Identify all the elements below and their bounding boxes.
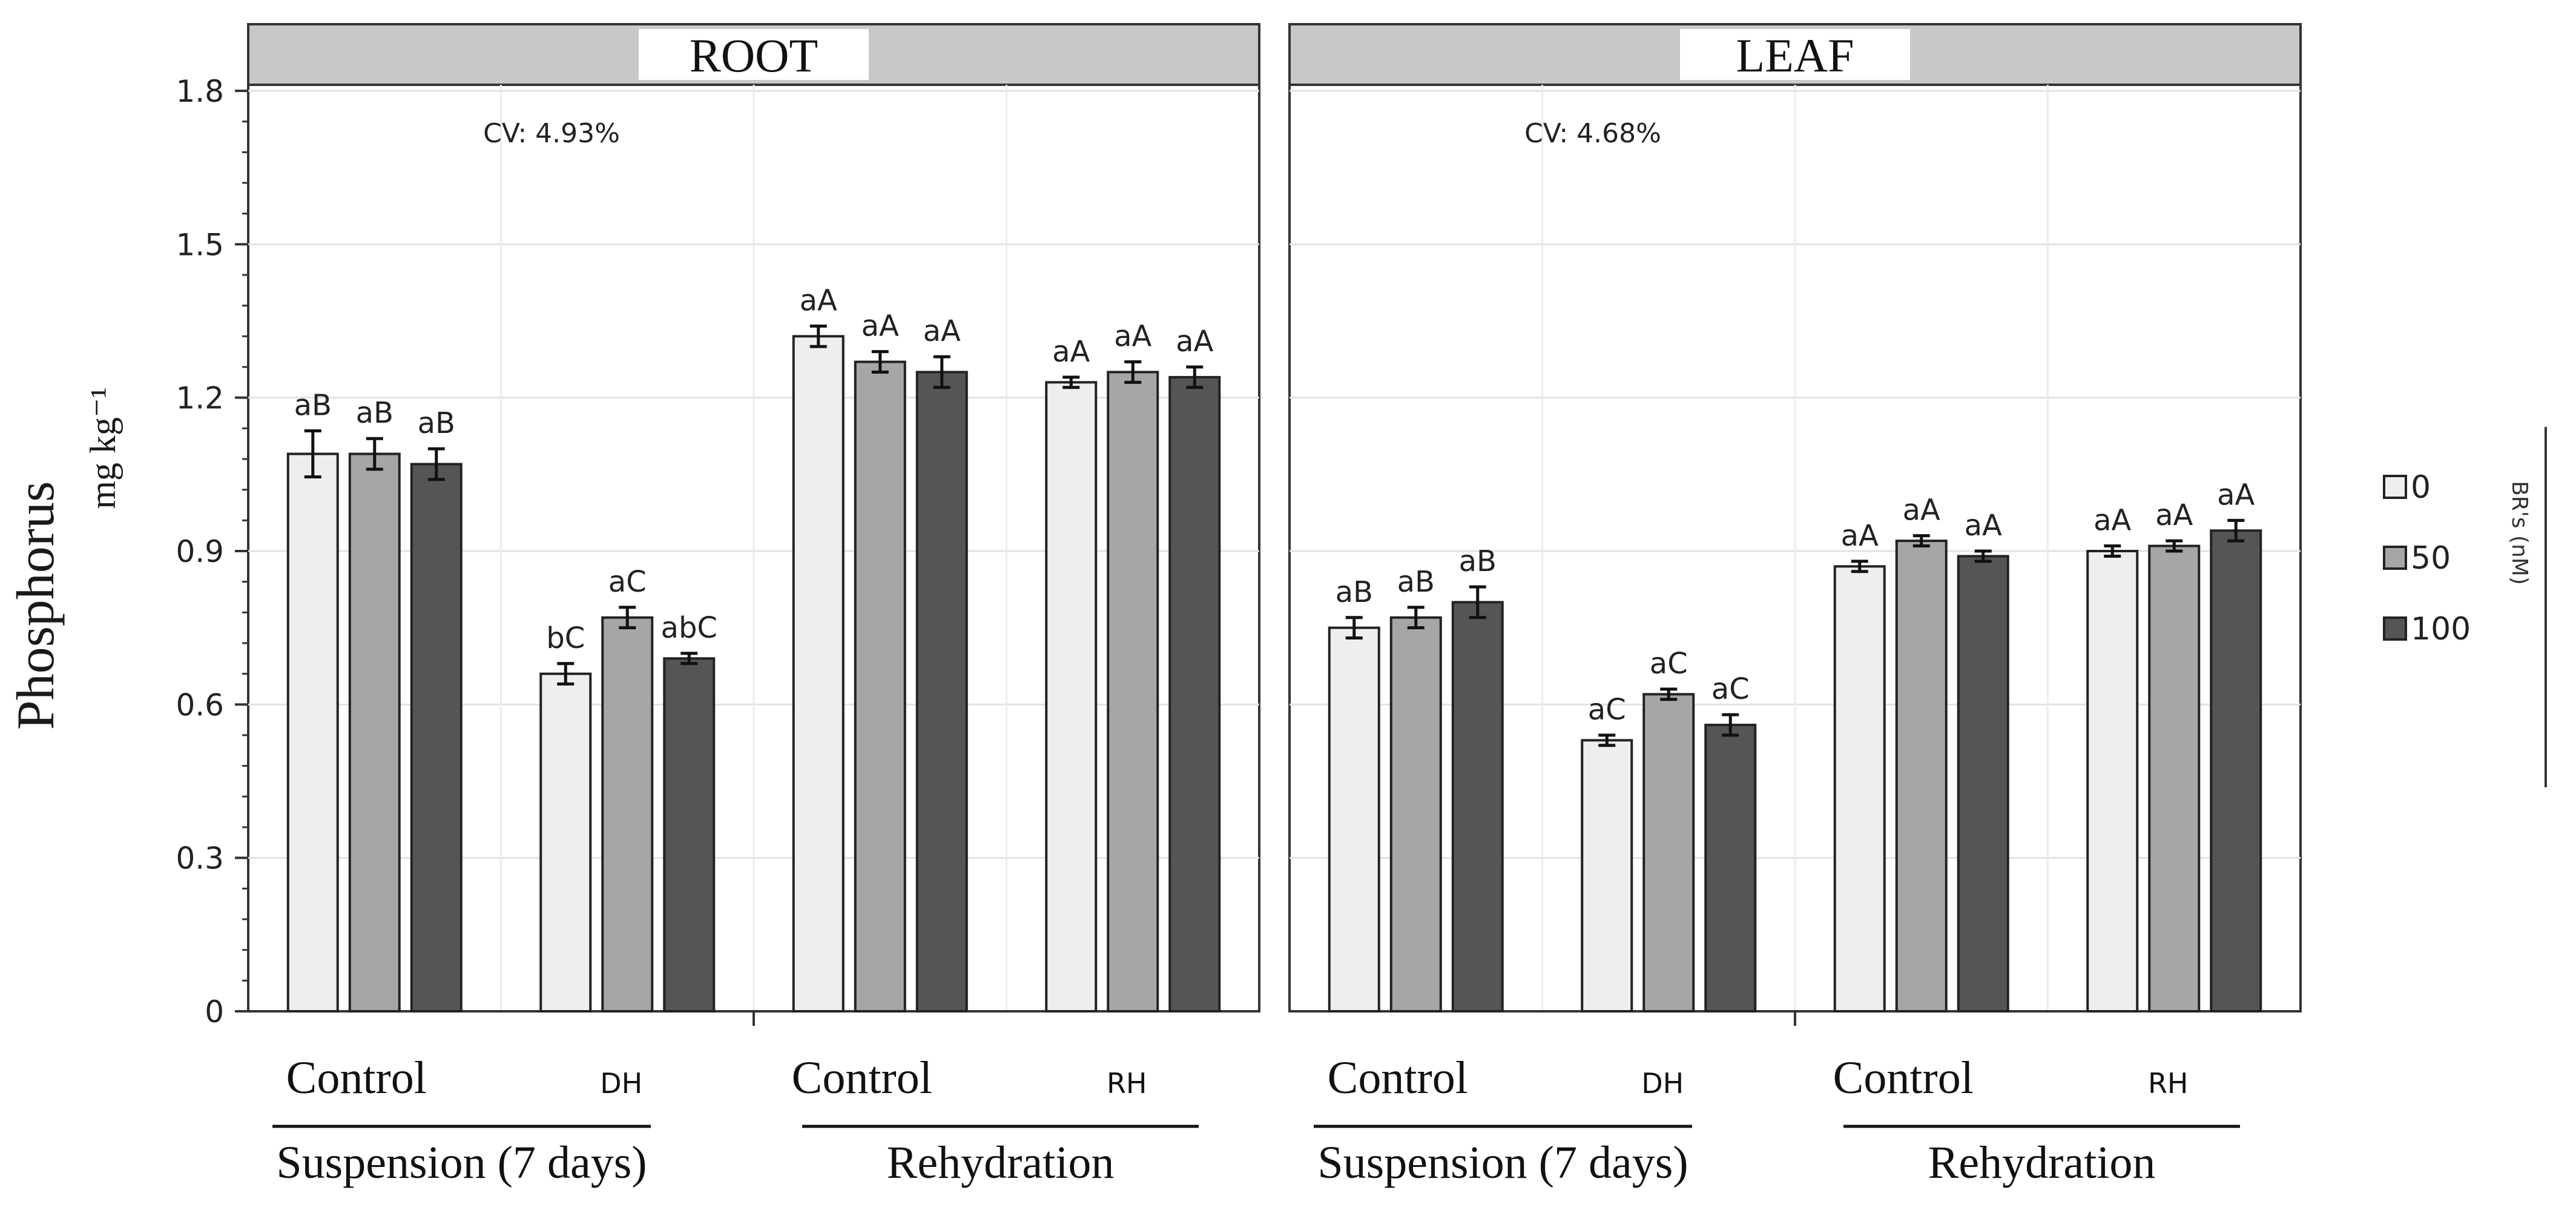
bar-root-0-50 (348, 452, 401, 1013)
significance-label: aC (608, 565, 647, 599)
y-tick-label: 0 (205, 994, 224, 1029)
group-label: Suspension (7 days) (1317, 1137, 1688, 1188)
panels-layer: ROOT 0 0.3 0.6 0.9 1.2 1.5 1.8 CV: 4.93% aB aB aB bC… (176, 23, 2302, 1188)
x-category-label: RH (1107, 1067, 1147, 1100)
x-category-label: Control (792, 1052, 932, 1103)
panel-leaf: LEAF CV: 4.68% aB aB aB aC aC aC aA aA aA aA aA aA Con… (1288, 23, 2302, 1188)
x-category-label: RH (2148, 1067, 2189, 1100)
significance-label: aB (1397, 565, 1435, 599)
legend-swatch-100 (2383, 616, 2407, 641)
legend-label-0: 0 (2411, 469, 2431, 506)
significance-label: aA (800, 283, 837, 317)
bar-root-3-50 (1107, 371, 1159, 1013)
bar-root-2-0 (792, 335, 845, 1013)
bar-root-1-50 (601, 616, 654, 1013)
bar-root-2-50 (854, 360, 906, 1013)
significance-label: aB (294, 389, 332, 423)
panel-title-box (1680, 29, 1910, 80)
significance-label: aA (2155, 498, 2193, 532)
significance-label: aA (1841, 519, 1879, 553)
y-axis-title: Phosphorus (7, 481, 65, 730)
bar-leaf-2-100 (1957, 555, 2009, 1013)
bar-leaf-1-50 (1642, 693, 1695, 1013)
group-label: Rehydration (887, 1137, 1115, 1188)
cv-annotation: CV: 4.68% (1524, 118, 1661, 149)
legend-title: BR's (nM) (2507, 481, 2532, 585)
bar-leaf-3-0 (2086, 550, 2139, 1013)
significance-label: aA (1176, 325, 1213, 358)
significance-label: abC (661, 611, 717, 645)
bar-leaf-3-50 (2148, 544, 2201, 1013)
y-tick-label: 1.2 (176, 381, 224, 416)
bar-leaf-3-100 (2210, 529, 2262, 1013)
bar-leaf-2-0 (1833, 565, 1886, 1013)
bar-leaf-1-0 (1581, 739, 1633, 1013)
legend: 0 50 100 BR's (nM) (2383, 427, 2547, 787)
bar-leaf-0-0 (1328, 626, 1380, 1013)
legend-label-100: 100 (2411, 611, 2471, 647)
bar-root-1-0 (539, 672, 592, 1013)
bar-leaf-2-50 (1895, 540, 1948, 1013)
significance-label: aB (1459, 544, 1497, 578)
x-category-label: Control (1833, 1052, 1974, 1103)
significance-label: aA (2217, 478, 2255, 512)
y-tick-label: 1.8 (176, 74, 224, 109)
significance-label: aB (356, 396, 394, 430)
y-axis-unit: mg kg⁻¹ (83, 387, 123, 509)
significance-label: aA (1965, 509, 2002, 543)
bar-leaf-0-50 (1389, 616, 1442, 1013)
panel-title: ROOT (690, 29, 818, 82)
significance-label: aC (1650, 647, 1688, 681)
bar-root-0-0 (286, 452, 339, 1013)
bar-root-1-100 (663, 657, 716, 1013)
significance-label: bC (546, 621, 585, 655)
cv-annotation: CV: 4.93% (483, 118, 620, 149)
x-category-label: Control (286, 1052, 427, 1103)
significance-label: aA (923, 314, 961, 348)
significance-label: aA (1052, 335, 1090, 369)
significance-label: aA (1903, 494, 1940, 527)
panel-title: LEAF (1736, 29, 1854, 82)
x-category-label: Control (1328, 1052, 1468, 1103)
significance-label: aC (1588, 693, 1626, 727)
y-tick-label: 0.6 (176, 687, 224, 722)
significance-label: aB (1336, 575, 1373, 609)
x-category-label: DH (1641, 1067, 1684, 1100)
panel-root: ROOT 0 0.3 0.6 0.9 1.2 1.5 1.8 CV: 4.93% aB aB aB bC… (176, 23, 1260, 1188)
legend-swatch-0 (2383, 475, 2407, 499)
legend-label-50: 50 (2411, 540, 2451, 576)
panel-title-box (639, 29, 869, 80)
bar-leaf-0-100 (1451, 601, 1504, 1013)
group-label: Suspension (7 days) (276, 1137, 647, 1188)
y-tick-label: 0.3 (176, 841, 224, 876)
significance-label: aA (1114, 320, 1151, 354)
x-category-label: DH (600, 1067, 642, 1100)
y-tick-label: 1.5 (176, 227, 224, 262)
bar-root-0-100 (410, 463, 463, 1013)
bar-root-3-100 (1168, 375, 1221, 1013)
bar-root-3-0 (1045, 381, 1098, 1013)
significance-label: aA (2093, 504, 2131, 538)
legend-swatch-50 (2383, 546, 2407, 570)
significance-label: aB (418, 406, 455, 440)
y-tick-label: 0.9 (176, 534, 224, 569)
bar-leaf-1-100 (1704, 724, 1757, 1013)
significance-label: aC (1711, 672, 1750, 706)
group-label: Rehydration (1928, 1137, 2156, 1188)
bar-root-2-100 (915, 371, 968, 1013)
significance-label: aA (861, 309, 899, 343)
